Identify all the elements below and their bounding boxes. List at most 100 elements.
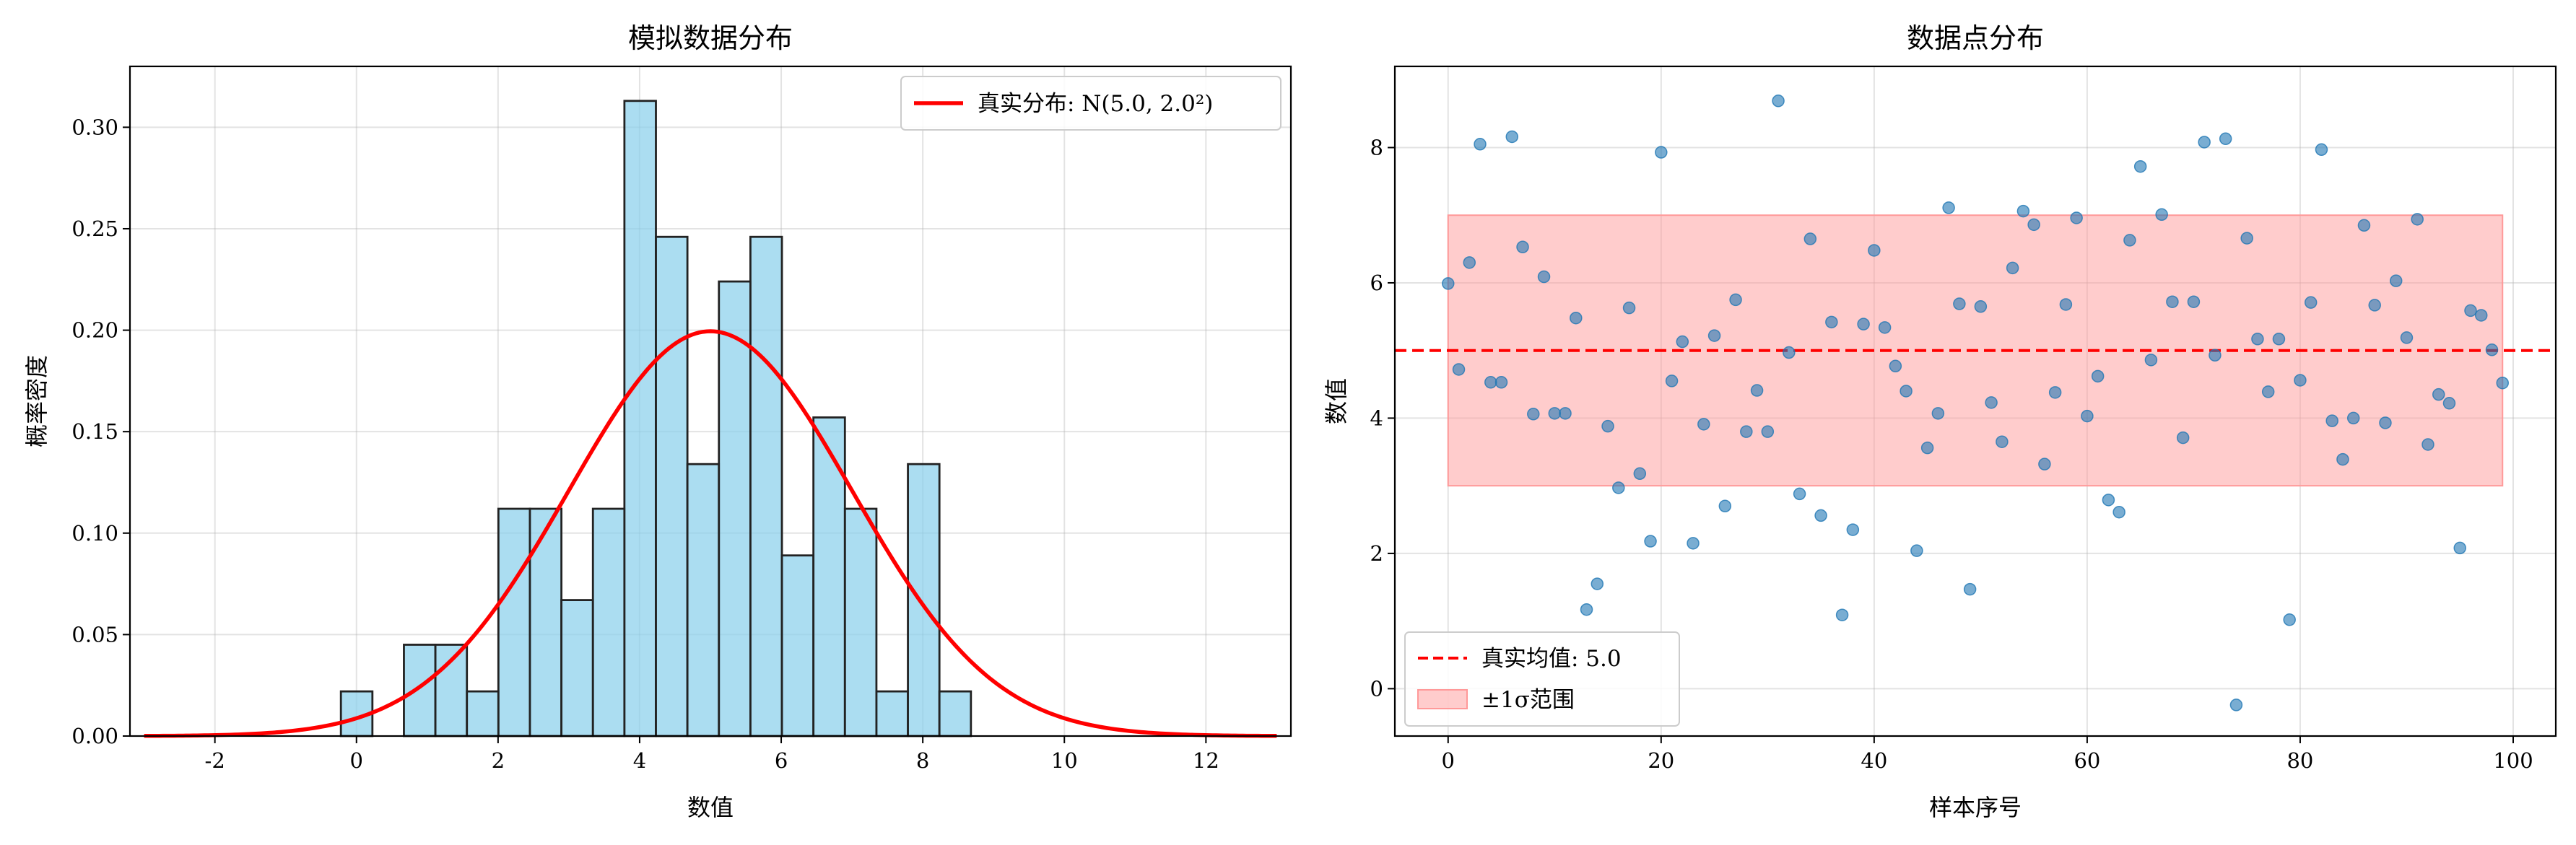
y-tick-label: 0.10 [71,521,118,546]
histogram-legend-curve-label: 真实分布: N(5.0, 2.0²) [978,91,1213,117]
scatter-point [2411,213,2424,226]
scatter-point [1591,577,1604,590]
y-tick-label: 0.25 [71,216,118,241]
histogram-bar [623,100,657,737]
histogram-bar [938,690,972,737]
scatter-point [2442,397,2456,410]
scatter-point [1868,244,1881,257]
scatter-y-ticks: 0 2 4 6 8 [1370,135,1395,701]
histogram-bar [780,554,815,737]
scatter-point [2432,388,2445,401]
scatter-point [2304,296,2318,309]
scatter-point [2261,385,2275,398]
y-tick-label: 2 [1370,541,1383,566]
scatter-point [1665,375,1679,388]
x-tick-label: 60 [2074,748,2100,773]
scatter-point [2379,416,2392,429]
scatter-point [1825,315,1838,329]
scatter-point [1953,297,1966,310]
scatter-point [2176,431,2190,445]
histogram-bar [843,507,878,737]
scatter-panel: 0 20 40 60 80 100 0 2 4 6 8 数据点分布 样本序号 数值 真实均值: 5… [1323,22,2557,821]
x-tick-label: 40 [1861,748,1887,773]
scatter-point [2198,136,2211,149]
histogram-legend: 真实分布: N(5.0, 2.0²) [900,76,1282,131]
scatter-title: 数据点分布 [1907,22,2044,54]
histogram-y-ticks: 0.00 0.05 0.10 0.15 0.20 0.25 0.30 [71,115,130,748]
scatter-point [2166,295,2179,308]
x-tick-label: 6 [775,748,788,773]
scatter-point [1846,523,1860,536]
scatter-point [1559,407,1572,420]
x-tick-label: 8 [916,748,929,773]
histogram-axes-frame [129,65,1292,737]
x-tick-label: -2 [205,748,225,773]
histogram-bar [466,690,500,737]
y-tick-label: 0.30 [71,115,118,139]
scatter-point [1580,603,1593,616]
histogram-y-axis-label: 概率密度 [23,355,51,447]
scatter-point [1622,301,1636,315]
scatter-point [2070,211,2083,224]
scatter-point [1985,396,1998,409]
histogram-bar [497,507,531,737]
scatter-point [2474,309,2488,322]
scatter-legend-band-label: ±1σ范围 [1481,687,1575,713]
scatter-point [2229,699,2243,712]
scatter-point [2006,261,2019,275]
scatter-point [2357,219,2371,232]
scatter-point [1474,138,1487,151]
scatter-point [1452,363,1466,376]
normal-curve-line [144,329,1277,738]
scatter-point [2464,304,2477,318]
scatter-point [1814,509,1827,522]
y-tick-label: 0.20 [71,318,118,343]
scatter-point [1803,232,1817,245]
scatter-point [2272,333,2286,346]
scatter-point [1963,582,1977,596]
x-tick-label: 12 [1193,748,1219,773]
scatter-point [2059,298,2073,311]
histogram-bar [560,599,594,737]
scatter-point [1612,481,1625,494]
scatter-point [1900,385,1913,398]
scatter-point [1633,467,1647,481]
scatter-point [1783,346,1796,359]
scatter-point [2240,232,2253,245]
scatter-point [1729,293,1742,307]
scatter-point [1676,335,1689,349]
scatter-x-ticks: 0 20 40 60 80 100 [1442,736,2533,773]
scatter-point [1920,441,1934,455]
x-tick-label: 100 [2493,748,2533,773]
scatter-legend-mean-label: 真实均值: 5.0 [1481,646,1622,672]
scatter-point [1772,95,1785,108]
histogram-x-axis-label: 数值 [687,794,734,821]
x-tick-label: 4 [633,748,646,773]
histogram-x-ticks: -2 0 2 4 6 8 10 12 [205,736,1219,773]
scatter-point [2219,132,2232,146]
scatter-point [1718,499,1732,513]
y-tick-label: 0.00 [71,724,118,748]
scatter-point [1835,608,1849,621]
scatter-point [1484,376,1497,389]
scatter-point [2485,343,2499,356]
scatter-point [2400,331,2414,344]
scatter-point [1537,270,1551,284]
histogram-legend-box [900,76,1282,131]
scatter-point [1548,407,1562,420]
scatter-point [2144,354,2158,367]
scatter-point [1516,240,1529,254]
scatter-point [2421,438,2434,451]
scatter-point [1878,321,1892,334]
scatter-point [2016,204,2030,218]
scatter-point [2251,333,2264,346]
y-tick-label: 0.15 [71,419,118,444]
scatter-point [1442,277,1455,290]
scatter-point [2496,376,2509,390]
histogram-bar [749,235,783,737]
histogram-bar [875,690,909,737]
scatter-point [1931,407,1945,420]
scatter-point [1761,425,1775,438]
scatter-point [1996,435,2009,448]
